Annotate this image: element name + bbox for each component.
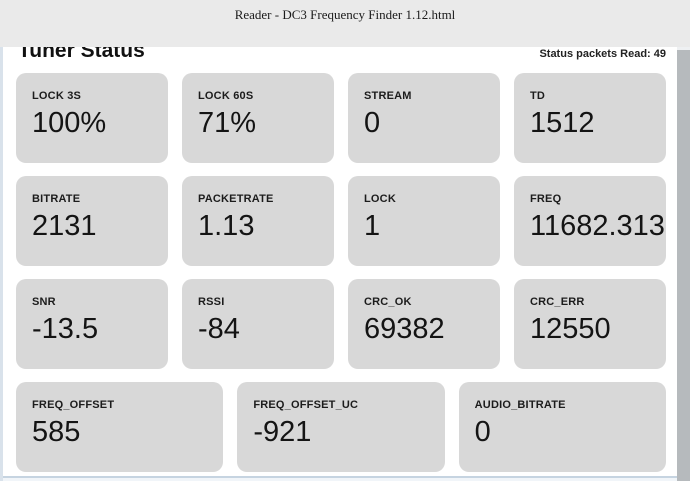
status-card-bitrate: BITRATE 2131 [16, 176, 168, 266]
status-card-snr: SNR -13.5 [16, 279, 168, 369]
card-value: 100% [32, 107, 107, 139]
card-label: CRC_ERR [529, 296, 585, 308]
card-label: TD [529, 90, 546, 102]
card-label: AUDIO_BITRATE [474, 399, 566, 411]
card-value: 71% [198, 107, 257, 139]
card-value: 0 [364, 107, 381, 139]
card-label: PACKETRATE [198, 193, 274, 205]
scrollbar-thumb[interactable] [677, 50, 690, 481]
status-card-freq-offset-uc: FREQ_OFFSET_UC -921 [237, 382, 445, 472]
card-value: -84 [198, 313, 240, 345]
window-title: Reader - DC3 Frequency Finder 1.12.html [234, 7, 456, 22]
card-label: BITRATE [32, 193, 81, 205]
status-card-stream: STREAM 0 [348, 73, 500, 163]
window-bottom-border [0, 476, 677, 481]
status-card-lock: LOCK 1 [348, 176, 500, 266]
card-label: FREQ_OFFSET [32, 399, 115, 411]
card-value: -921 [253, 416, 312, 448]
card-value: 1512 [529, 107, 595, 139]
card-label: LOCK 60S [198, 90, 254, 102]
status-card-audio-bitrate: AUDIO_BITRATE 0 [458, 382, 666, 472]
card-value: 1.13 [198, 210, 255, 242]
status-packets-counter: Status packets Read: 49 [539, 48, 666, 60]
status-card-td: TD 1512 [513, 73, 666, 163]
tuner-status-grid: LOCK 3S 100% LOCK 60S 71% STREAM 0 TD 15… [16, 73, 666, 472]
card-label: FREQ [529, 193, 562, 205]
status-card-lock-3s: LOCK 3S 100% [16, 73, 168, 163]
card-label: LOCK [364, 193, 396, 205]
status-card-rssi: RSSI -84 [182, 279, 334, 369]
window-titlebar: Reader - DC3 Frequency Finder 1.12.html [0, 0, 690, 47]
status-card-freq-offset: FREQ_OFFSET 585 [16, 382, 224, 472]
card-label: STREAM [364, 90, 412, 102]
card-value: 2131 [32, 210, 97, 242]
card-value: -13.5 [32, 313, 99, 345]
card-value: 1 [364, 210, 381, 242]
card-label: LOCK 3S [32, 90, 82, 102]
card-label: SNR [32, 296, 56, 308]
card-value: 0 [474, 416, 491, 448]
card-label: FREQ_OFFSET_UC [253, 399, 359, 411]
card-value: 585 [32, 416, 81, 448]
card-value: 69382 [364, 313, 445, 345]
status-card-packetrate: PACKETRATE 1.13 [182, 176, 334, 266]
status-card-lock-60s: LOCK 60S 71% [182, 73, 334, 163]
card-label: RSSI [198, 296, 225, 308]
card-label: CRC_OK [364, 296, 412, 308]
window-left-border [0, 47, 3, 481]
status-card-crc-ok: CRC_OK 69382 [348, 279, 500, 369]
card-value: 12550 [529, 313, 611, 345]
status-card-crc-err: CRC_ERR 12550 [513, 279, 666, 369]
vertical-scrollbar[interactable] [677, 47, 690, 481]
status-card-freq: FREQ 11682.313 [513, 176, 666, 266]
card-value: 11682.313 [529, 210, 665, 242]
